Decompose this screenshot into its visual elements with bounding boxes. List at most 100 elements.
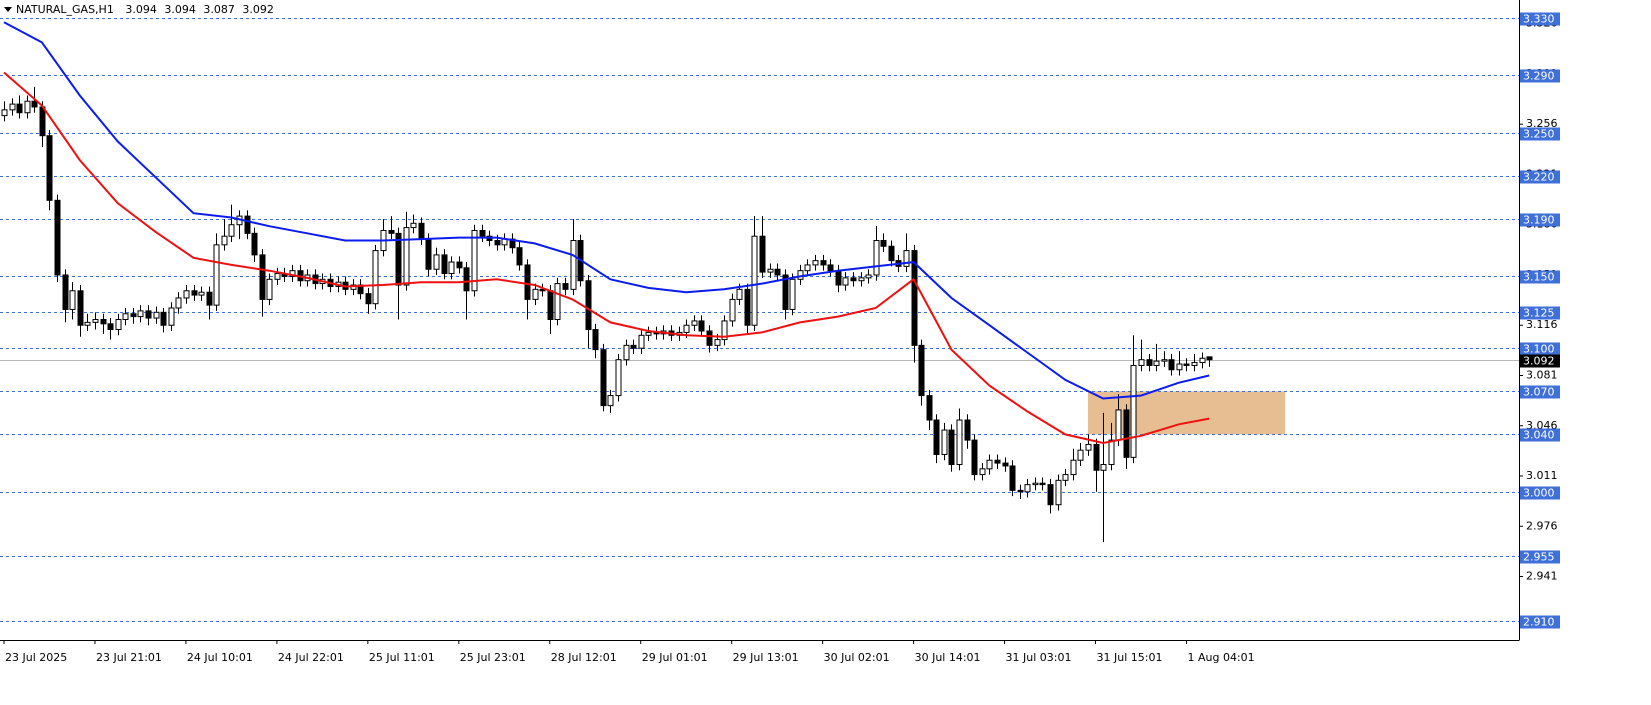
y-tick-label: 3.256 [1526, 117, 1558, 130]
candle-body [873, 240, 880, 276]
candle-body [911, 250, 918, 346]
candle-body [926, 395, 933, 421]
level-label-box [1520, 342, 1560, 356]
candle-body [554, 283, 561, 320]
level-label: 3.125 [1523, 307, 1555, 320]
candle-body [827, 264, 834, 272]
x-tick-label: 28 Jul 12:01 [551, 651, 617, 664]
candle-body [122, 313, 129, 320]
candle-body [994, 459, 1001, 464]
candle-body [1115, 409, 1122, 441]
candle-body [137, 310, 144, 318]
level-label-box [1520, 486, 1560, 500]
candle-body [638, 334, 645, 349]
candle-body [547, 290, 554, 320]
moving-average [3, 71, 1210, 445]
candle-body [1191, 362, 1198, 366]
candle-body [471, 229, 478, 292]
candle-body [683, 324, 690, 333]
axis-layer: 2.9412.9763.0113.0463.0813.1163.1513.186… [0, 0, 1560, 664]
candle-body [835, 270, 842, 286]
candle-body [425, 238, 432, 270]
candle-body [251, 232, 258, 256]
candle-body [183, 290, 190, 299]
x-tick-label: 31 Jul 03:01 [1006, 651, 1072, 664]
candle-body [858, 277, 865, 282]
x-tick-label: 25 Jul 23:01 [460, 651, 526, 664]
level-label: 3.100 [1523, 343, 1555, 356]
candle-body [1009, 465, 1016, 491]
x-tick-label: 1 Aug 04:01 [1187, 651, 1254, 664]
candle-body [418, 222, 425, 240]
y-tick-label: 2.941 [1526, 570, 1558, 583]
candle-body [441, 254, 448, 275]
low: 3.087 [203, 3, 235, 16]
candle-body [562, 283, 569, 290]
candle-body [1024, 484, 1031, 493]
candle-body [479, 229, 486, 237]
candle-body [206, 291, 213, 306]
candle-body [175, 297, 182, 309]
x-tick-label: 23 Jul 21:01 [96, 651, 162, 664]
candle-body [706, 330, 713, 346]
candle-body [903, 250, 910, 267]
candle-body [463, 267, 470, 292]
candle-body [1093, 443, 1100, 471]
candle-body [1100, 464, 1107, 471]
candle-body [107, 323, 114, 331]
level-label: 3.070 [1523, 386, 1555, 399]
candle-body [1070, 459, 1077, 476]
candle-body [948, 429, 955, 466]
candle-body [168, 307, 175, 326]
candle-body [259, 254, 266, 300]
candle-body [782, 274, 789, 310]
price-label-box [1520, 354, 1560, 368]
x-tick-label: 23 Jul 2025 [5, 651, 67, 664]
x-tick-label: 30 Jul 14:01 [915, 651, 981, 664]
candle-body [789, 278, 796, 310]
candle-body [516, 247, 523, 266]
candle-body [1108, 439, 1115, 466]
candle-body [372, 250, 379, 305]
level-label-box [1520, 615, 1560, 629]
candle-body [145, 310, 152, 319]
candle-body [797, 270, 804, 280]
price-label: 3.092 [1523, 355, 1555, 368]
candle-body [221, 235, 228, 246]
candle-body [539, 288, 546, 292]
candle-body [54, 199, 61, 276]
candle-body [532, 288, 539, 300]
candle-body [600, 349, 607, 407]
candle-body [1047, 484, 1054, 506]
symbol: NATURAL_GAS,H1 [16, 3, 114, 16]
candle-body [388, 229, 395, 234]
candle-body [986, 459, 993, 470]
level-label-box [1520, 12, 1560, 26]
close: 3.092 [242, 3, 274, 16]
candle-body [289, 270, 296, 277]
candle-body [812, 260, 819, 266]
candle-body [1176, 363, 1183, 371]
level-label: 3.220 [1523, 171, 1555, 184]
candle-body [1146, 359, 1153, 366]
candle-body [46, 135, 53, 201]
candle-body [1183, 363, 1190, 366]
candle-body [1062, 474, 1069, 481]
candle-body [850, 277, 857, 282]
candle-body [964, 419, 971, 441]
candle-body [24, 100, 31, 114]
candle-body [615, 359, 622, 397]
candle-body [941, 429, 948, 455]
candle-body [842, 277, 849, 286]
candle-body [274, 273, 281, 280]
x-tick-label: 29 Jul 01:01 [642, 651, 708, 664]
candle-body [266, 278, 273, 300]
candle-body [865, 274, 872, 279]
candle-body [160, 311, 167, 326]
x-tick-label: 24 Jul 22:01 [278, 651, 344, 664]
candle-body [880, 240, 887, 247]
marks-layer [1, 21, 1213, 543]
candle-body [410, 222, 417, 229]
